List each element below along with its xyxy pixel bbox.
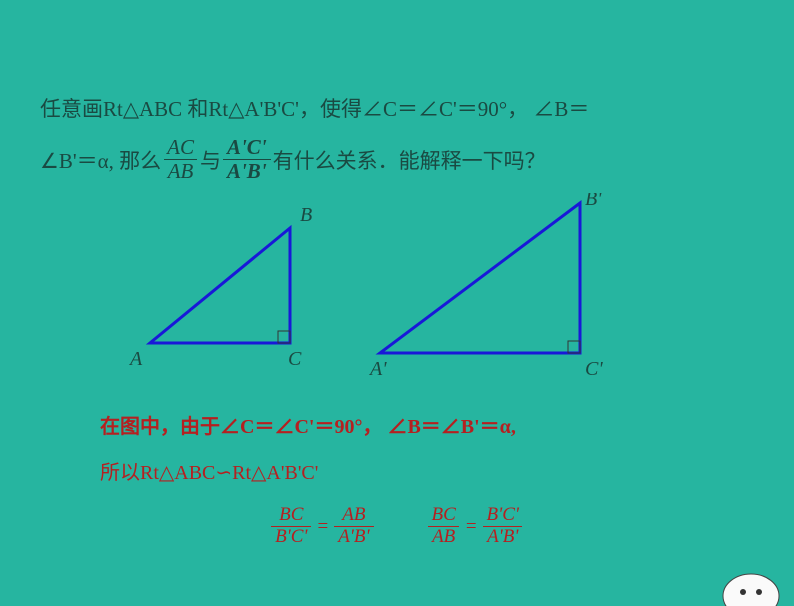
slide-content: 任意画Rt△ABC 和Rt△A'B'C'，使得∠C＝∠C'＝90°， ∠B＝ ∠… xyxy=(0,0,794,548)
den: A'B' xyxy=(483,526,522,548)
num: BC xyxy=(428,505,460,526)
explanation-line2: 所以Rt△ABC∽Rt△A'B'C' xyxy=(100,453,754,493)
problem-line2: ∠B'＝α, 那么 AC AB 与 A'C' A'B' 有什么关系．能解释一下吗… xyxy=(40,136,754,183)
triangle-abc: A B C xyxy=(120,193,340,383)
label-B: B xyxy=(300,204,312,226)
frac-apcp-apbp: A'C' A'B' xyxy=(223,136,271,183)
equations: BC B'C' = AB A'B' BC AB = B'C' A'B' xyxy=(40,505,754,548)
eq1-left: BC B'C' xyxy=(271,505,311,548)
frac-num: A'C' xyxy=(223,136,271,159)
triangle2-shape xyxy=(380,203,580,353)
label-A: A xyxy=(128,348,143,370)
equals: = xyxy=(317,516,328,538)
right-angle-mark xyxy=(568,341,580,353)
label-Cp: C' xyxy=(585,358,603,380)
num: BC xyxy=(275,505,307,526)
equation-2: BC AB = B'C' A'B' xyxy=(426,505,525,548)
label-Ap: A' xyxy=(368,358,387,380)
label-Bp: B' xyxy=(585,193,602,210)
explanation-line1: 在图中，由于∠C＝∠C'＝90°， ∠B＝∠B'＝α, xyxy=(100,407,754,447)
den: AB xyxy=(428,526,459,548)
frac-num: AC xyxy=(163,136,198,159)
label-C: C xyxy=(288,348,302,370)
equation-1: BC B'C' = AB A'B' xyxy=(269,505,375,548)
triangle-apbpcp: A' B' C' xyxy=(360,193,630,393)
eq2-right: B'C' A'B' xyxy=(483,505,523,548)
equals: = xyxy=(466,516,477,538)
triangle1-shape xyxy=(150,228,290,343)
explanation: 在图中，由于∠C＝∠C'＝90°， ∠B＝∠B'＝α, 所以Rt△ABC∽Rt△… xyxy=(100,407,754,493)
eq1-right: AB A'B' xyxy=(334,505,373,548)
decorative-corner-icon xyxy=(716,556,786,606)
p2-text1: ∠B'＝α, 那么 xyxy=(40,145,161,175)
num: B'C' xyxy=(483,505,523,526)
eq2-left: BC AB xyxy=(428,505,460,548)
frac-ac-ab: AC AB xyxy=(163,136,198,183)
right-angle-mark xyxy=(278,331,290,343)
den: A'B' xyxy=(334,526,373,548)
frac-den: A'B' xyxy=(223,159,271,183)
triangle-diagrams: A B C A' B' C' xyxy=(120,193,754,393)
frac-den: AB xyxy=(164,159,198,183)
p2-text3: 有什么关系．能解释一下吗？ xyxy=(273,145,546,175)
problem-line1: 任意画Rt△ABC 和Rt△A'B'C'，使得∠C＝∠C'＝90°， ∠B＝ xyxy=(40,88,754,130)
num: AB xyxy=(338,505,369,526)
p2-text2: 与 xyxy=(200,145,221,175)
den: B'C' xyxy=(271,526,311,548)
